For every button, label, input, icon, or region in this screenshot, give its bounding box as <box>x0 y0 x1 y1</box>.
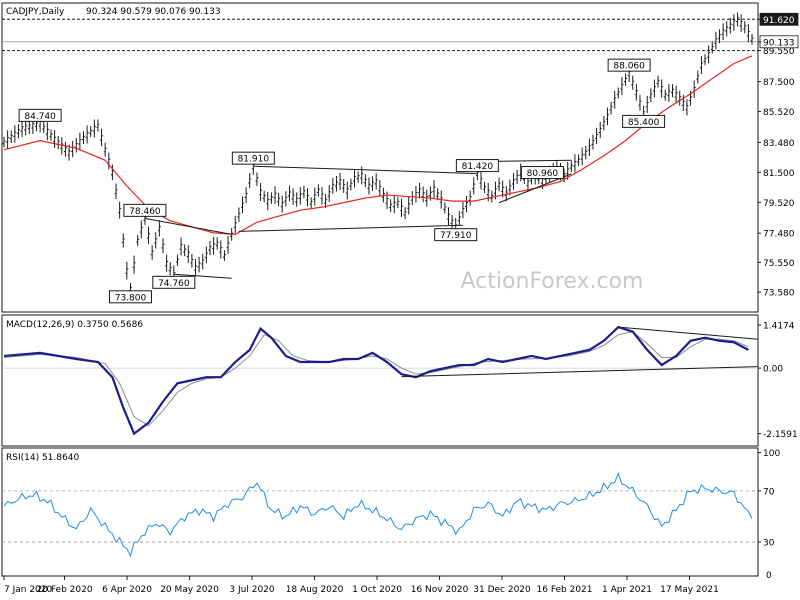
price-label-box <box>622 114 666 128</box>
rsi-y-label: 0 <box>766 571 772 581</box>
trendline <box>173 273 232 279</box>
watermark: ActionForex.com <box>461 269 644 294</box>
price-label-box <box>455 159 499 173</box>
rsi-y-label: 100 <box>763 449 780 459</box>
price-label-box <box>231 151 275 165</box>
y-axis-label: 83.480 <box>763 139 795 149</box>
rsi-line <box>3 471 753 558</box>
trendline <box>253 165 478 175</box>
y-axis-label: 75.550 <box>763 259 795 269</box>
price-label: 80.960 <box>527 169 559 179</box>
price-panel-frame <box>1 2 759 313</box>
macd-line <box>3 325 749 436</box>
macd-y-label: 0.00 <box>763 365 783 375</box>
price-label: 84.740 <box>24 112 56 122</box>
macd-trendline <box>618 326 759 340</box>
macd-panel-title: MACD(12,26,9) 0.3750 0.5686 <box>6 320 143 330</box>
price-panel: 84.740 73.800 78.460 74.760 81.910 81.420 77.9… <box>2 12 799 304</box>
macd-panel-frame <box>1 314 759 447</box>
rsi-y-label: 70 <box>763 487 775 497</box>
macd-y-label: -2.1591 <box>763 430 798 440</box>
y-axis-label: 77.480 <box>763 230 795 240</box>
x-axis-label: 20 May 2020 <box>160 585 219 595</box>
rsi-panel-title: RSI(14) 51.8640 <box>6 453 79 463</box>
y-axis-label: 89.550 <box>763 47 795 57</box>
price-label-box <box>152 275 196 289</box>
rsi-panel-frame <box>1 447 759 577</box>
y-axis-label: 81.500 <box>763 169 795 179</box>
trendline <box>144 217 232 235</box>
y-axis-label: 85.520 <box>763 108 795 118</box>
x-axis-label: 7 Jan 2020 <box>4 585 52 595</box>
price-label-box <box>108 290 152 304</box>
price-panel-ohlc: 90.324 90.579 90.076 90.133 <box>86 7 221 17</box>
y-axis-label: 73.580 <box>763 289 795 299</box>
macd-signal-line <box>3 331 749 427</box>
rsi-panel: 100 70 30 0 <box>2 449 780 581</box>
price-panel-title: CADJPY,Daily <box>6 7 65 17</box>
x-axis-label: 1 Oct 2020 <box>352 585 402 595</box>
x-axis-label: 3 Jul 2020 <box>229 585 274 595</box>
price-label: 74.760 <box>158 279 190 289</box>
y-axis-label: 79.520 <box>763 199 795 209</box>
x-axis-label: 31 Dec 2020 <box>473 585 531 595</box>
y-axis-label: 87.500 <box>763 78 795 88</box>
price-label: 88.060 <box>613 62 645 72</box>
price-label-box <box>123 203 167 217</box>
trendline <box>238 224 463 232</box>
x-axis-label: 16 Nov 2020 <box>411 585 469 595</box>
price-label: 81.420 <box>462 162 494 172</box>
price-label: 81.910 <box>238 155 270 165</box>
rsi-y-label: 30 <box>763 539 775 549</box>
price-label: 78.460 <box>129 207 161 217</box>
x-axis-label: 6 Apr 2020 <box>102 585 152 595</box>
y-axis-label: 91.620 <box>763 16 795 26</box>
macd-panel: 1.4174 0.00 -2.1591 <box>2 322 798 440</box>
price-label: 73.800 <box>115 293 147 303</box>
price-label: 85.400 <box>628 118 660 128</box>
x-axis-label: 1 Apr 2021 <box>602 585 652 595</box>
price-label: 77.910 <box>440 231 472 241</box>
price-label-box <box>607 58 651 72</box>
y-axis-label: 90.133 <box>763 38 795 48</box>
x-axis-label: 17 May 2021 <box>660 585 719 595</box>
x-axis-label: 20 Feb 2020 <box>37 585 93 595</box>
price-label-box <box>434 228 478 242</box>
macd-y-label: 1.4174 <box>763 322 795 332</box>
macd-trendline <box>401 366 759 378</box>
price-label-box <box>520 166 564 180</box>
price-label-box <box>18 108 62 122</box>
x-axis-label: 16 Feb 2021 <box>537 585 593 595</box>
x-axis-label: 18 Aug 2020 <box>286 585 344 595</box>
